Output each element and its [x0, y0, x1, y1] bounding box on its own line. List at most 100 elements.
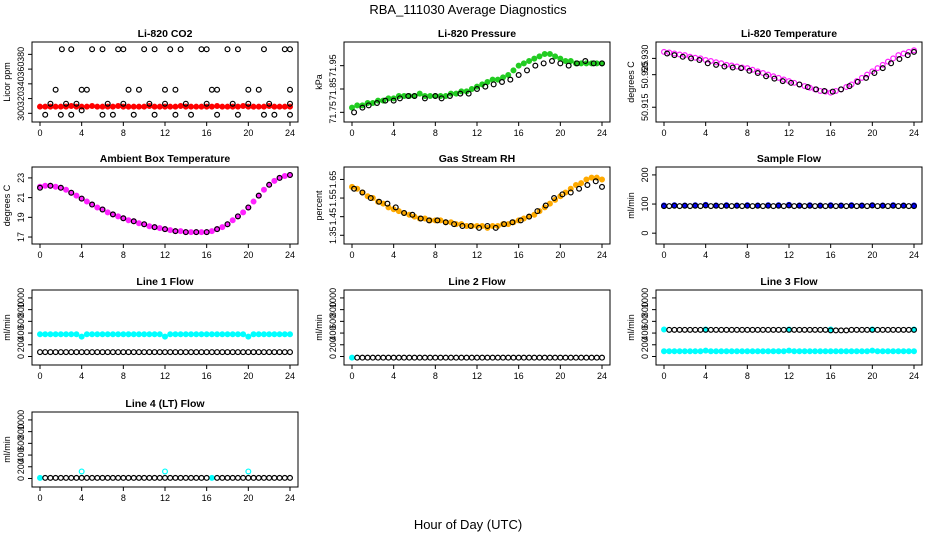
y-tick-label: 17	[16, 232, 26, 242]
data-point	[467, 222, 474, 229]
data-point	[162, 86, 169, 93]
x-tick-label: 4	[79, 128, 84, 138]
data-point	[115, 474, 122, 481]
data-point	[68, 331, 75, 338]
y-tick-label: 50.915	[640, 93, 650, 121]
data-point	[494, 354, 501, 361]
x-tick-label: 24	[285, 493, 295, 503]
data-point	[214, 86, 221, 93]
data-point	[843, 327, 850, 334]
data-point	[57, 103, 64, 110]
x-tick-label: 4	[79, 493, 84, 503]
data-point	[905, 203, 912, 210]
data-point	[671, 52, 678, 59]
data-point	[474, 85, 481, 92]
chart-title: Line 2 Flow	[448, 276, 506, 288]
data-point	[219, 331, 226, 338]
data-point	[203, 349, 210, 356]
data-point	[109, 111, 116, 118]
data-point	[260, 349, 267, 356]
data-point	[671, 348, 678, 355]
data-point	[729, 64, 736, 71]
data-point	[733, 348, 740, 355]
data-point	[718, 60, 725, 67]
data-point	[276, 474, 283, 481]
data-point	[203, 100, 210, 107]
data-point	[177, 46, 184, 53]
data-point	[287, 171, 294, 178]
data-point	[858, 326, 865, 333]
data-point	[510, 67, 517, 74]
data-point	[229, 349, 236, 356]
data-point	[375, 354, 382, 361]
data-point	[671, 326, 678, 333]
data-point	[505, 354, 512, 361]
data-point	[559, 191, 566, 198]
data-point	[838, 348, 845, 355]
data-point	[465, 90, 472, 97]
data-point	[156, 225, 163, 232]
y-tick-label: 71.75	[328, 101, 338, 124]
data-point	[354, 102, 361, 109]
data-point	[900, 348, 907, 355]
data-point	[426, 217, 433, 224]
data-point	[884, 58, 891, 65]
data-point	[721, 63, 728, 70]
data-point	[490, 81, 497, 88]
data-point	[476, 224, 483, 231]
data-point	[156, 474, 163, 481]
data-point	[68, 102, 75, 109]
data-point	[791, 326, 798, 333]
data-point	[812, 348, 819, 355]
data-point	[832, 348, 839, 355]
y-tick-label: 1.35	[328, 227, 338, 245]
data-point	[229, 331, 236, 338]
data-point	[749, 326, 756, 333]
data-point	[36, 331, 43, 338]
y-tick-label: 1000	[640, 288, 650, 308]
data-point	[276, 174, 283, 181]
data-point	[453, 90, 460, 97]
data-point	[738, 65, 745, 72]
x-tick-label: 20	[243, 493, 253, 503]
data-point	[390, 97, 397, 104]
data-point	[843, 348, 850, 355]
x-tick-label: 0	[661, 371, 666, 381]
data-point	[104, 331, 111, 338]
data-point	[78, 468, 85, 475]
data-point	[896, 56, 903, 63]
data-point	[853, 348, 860, 355]
y-tick-label: 800	[328, 302, 338, 317]
data-point	[245, 349, 252, 356]
data-point	[843, 84, 850, 91]
data-point	[42, 103, 49, 110]
data-point	[109, 349, 116, 356]
data-point	[162, 349, 169, 356]
data-point	[791, 79, 798, 86]
data-point	[401, 354, 408, 361]
data-point	[562, 57, 569, 64]
data-point	[182, 100, 189, 107]
y-tick-label: 200	[328, 337, 338, 352]
data-point	[224, 103, 231, 110]
data-point	[515, 354, 522, 361]
y-axis-label: Licor ppm	[2, 62, 12, 102]
x-tick-label: 12	[784, 371, 794, 381]
data-point	[78, 86, 85, 93]
data-point	[58, 46, 65, 53]
data-point	[193, 331, 200, 338]
data-point	[182, 331, 189, 338]
data-point	[188, 331, 195, 338]
x-tick-label: 0	[37, 128, 42, 138]
data-point	[109, 474, 116, 481]
data-point	[219, 349, 226, 356]
data-point	[245, 468, 252, 475]
data-point	[723, 348, 730, 355]
data-point	[536, 53, 543, 60]
data-point	[520, 354, 527, 361]
data-point	[224, 474, 231, 481]
data-point	[57, 111, 64, 118]
data-point	[702, 347, 709, 354]
data-point	[125, 349, 132, 356]
data-point	[47, 474, 54, 481]
